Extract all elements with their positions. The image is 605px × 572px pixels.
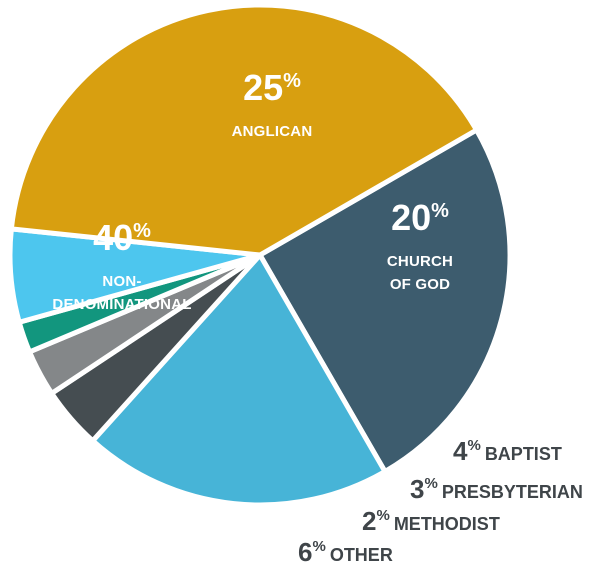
slice-label-non-denominational: NON-: [102, 273, 141, 290]
pie-slices: [7, 2, 513, 508]
slice-value-church-of-god: 20%: [391, 197, 449, 238]
pie-slice-non-denominational: [8, 2, 480, 258]
slice-callout-baptist: 4% BAPTIST: [453, 436, 562, 466]
pie-slice-anglican: [257, 127, 513, 475]
slice-label-church-of-god: CHURCH: [387, 253, 453, 270]
slice-value-non-denominational: 40%: [93, 217, 151, 258]
slice-label-church-of-god: OF GOD: [390, 276, 450, 293]
pie-labels: 25% ANGLICAN 20% CHURCH OF GOD 4% BAPTIST 3% PRE…: [52, 67, 582, 567]
slice-label-anglican: ANGLICAN: [232, 123, 313, 140]
pie-slice-church-of-god: [90, 252, 388, 508]
slice-callout-methodist: 2% METHODIST: [362, 506, 500, 536]
slice-label-non-denominational: DENOMINATIONAL: [52, 296, 191, 313]
slice-value-anglican: 25%: [243, 67, 301, 108]
slice-callout-other: 6% OTHER: [298, 537, 393, 567]
slice-callout-presbyterian: 3% PRESBYTERIAN: [410, 474, 583, 504]
